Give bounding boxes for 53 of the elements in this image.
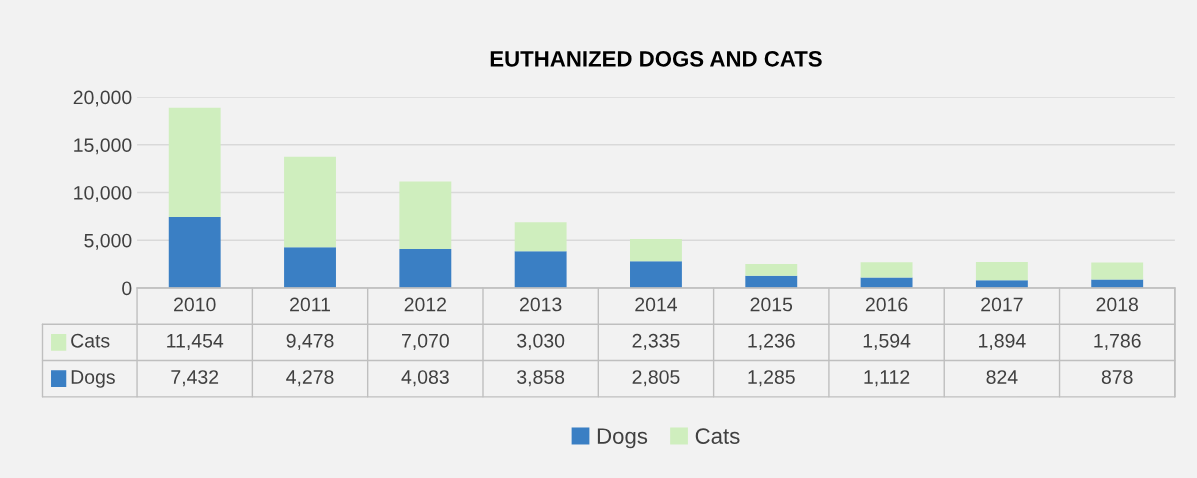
bar bbox=[975, 262, 1028, 281]
y-tick-label: 0 bbox=[122, 281, 132, 296]
bar bbox=[168, 217, 221, 288]
data-label: 1,894 bbox=[979, 333, 1026, 350]
x-tick-label: 2012 bbox=[404, 297, 446, 312]
bar bbox=[860, 277, 913, 288]
legend-label: Dogs bbox=[71, 370, 115, 388]
x-tick-label: 2018 bbox=[1096, 297, 1138, 312]
bar bbox=[860, 262, 913, 278]
legend-label: Cats bbox=[71, 333, 110, 348]
data-label: 1,594 bbox=[863, 333, 911, 350]
bar bbox=[630, 261, 682, 288]
bar bbox=[514, 222, 567, 252]
x-tick-label: 2010 bbox=[174, 297, 216, 312]
chart-title: EUTHANIZED DOGS AND CATS bbox=[490, 50, 822, 67]
bar bbox=[514, 251, 567, 288]
data-label: 2,335 bbox=[632, 333, 680, 350]
x-tick-label: 2016 bbox=[865, 297, 908, 312]
bar bbox=[399, 249, 452, 288]
text: Cats bbox=[695, 428, 740, 444]
bar bbox=[1091, 262, 1144, 280]
bar bbox=[399, 181, 452, 250]
data-label: 9,478 bbox=[286, 333, 334, 350]
bar bbox=[284, 247, 336, 288]
x-tick-label: 2013 bbox=[520, 297, 562, 312]
data-label: 1,285 bbox=[748, 370, 795, 387]
y-tick-label: 15,000 bbox=[74, 138, 132, 155]
data-label: 4,083 bbox=[401, 370, 449, 387]
data-label: 1,786 bbox=[1094, 333, 1141, 350]
y-tick-label: 10,000 bbox=[74, 185, 132, 203]
x-tick-label: 2017 bbox=[981, 297, 1023, 312]
bar bbox=[168, 107, 221, 218]
data-label: 2,805 bbox=[632, 370, 680, 387]
y-tick-label: 5,000 bbox=[84, 233, 132, 250]
data-label: 824 bbox=[986, 370, 1018, 384]
data-label: 4,278 bbox=[286, 370, 334, 387]
data-label: 1,236 bbox=[748, 333, 795, 350]
data-label: 11,454 bbox=[167, 334, 224, 350]
bar bbox=[745, 263, 798, 276]
y-tick-label: 20,000 bbox=[73, 90, 132, 107]
x-tick-label: 2015 bbox=[750, 297, 793, 312]
text: Dogs bbox=[597, 428, 648, 449]
bar bbox=[745, 275, 798, 288]
data-label: 7,432 bbox=[171, 370, 219, 387]
bar bbox=[630, 238, 682, 262]
data-label: 1,112 bbox=[864, 370, 910, 387]
x-tick-label: 2014 bbox=[635, 297, 678, 312]
data-label: 3,030 bbox=[517, 333, 565, 350]
data-label: 878 bbox=[1101, 370, 1133, 384]
data-label: 3,858 bbox=[517, 370, 565, 387]
bar bbox=[284, 156, 336, 248]
data-label: 7,070 bbox=[402, 333, 449, 350]
x-tick-label: 2011 bbox=[290, 297, 330, 312]
